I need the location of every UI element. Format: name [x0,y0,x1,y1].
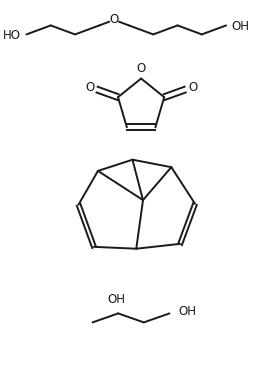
Text: O: O [188,81,197,94]
Text: OH: OH [178,305,196,318]
Text: OH: OH [232,20,250,33]
Text: OH: OH [108,293,126,306]
Text: O: O [85,81,94,94]
Text: HO: HO [3,29,21,42]
Text: O: O [137,62,146,74]
Text: O: O [110,13,119,26]
